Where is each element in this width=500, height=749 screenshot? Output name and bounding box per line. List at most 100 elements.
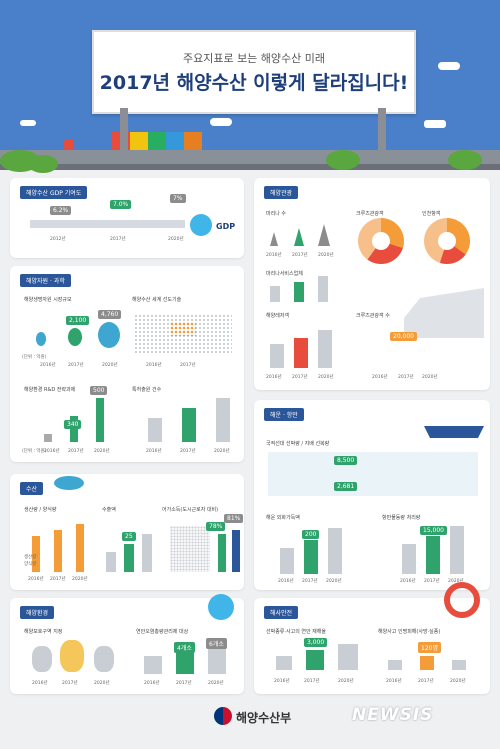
port-bar: [402, 544, 416, 574]
small-boat-icon: [20, 120, 36, 126]
people-icon: [420, 656, 434, 670]
gdp-value-2020: 7%: [170, 194, 186, 203]
korea-map-icon: [60, 640, 84, 672]
port-bar: [450, 526, 464, 574]
tourism-year: 2017년: [292, 375, 308, 380]
gdp-value-2012: 6.2%: [50, 206, 72, 215]
building-icon: [318, 276, 328, 302]
marine-env-value: 6개소: [206, 638, 227, 649]
resources-year: 2020년: [94, 449, 110, 454]
fisheries-sub3: 어가소득(도시근로자 대비): [162, 507, 219, 513]
fisheries-legend: 양식량: [24, 562, 37, 567]
income-dots: [170, 526, 210, 572]
safety-year: 2020년: [338, 679, 354, 684]
gdp-bar: [30, 220, 185, 228]
port-bar: [426, 536, 440, 574]
building-icon: [270, 286, 280, 302]
fisheries-year: 2020년: [72, 577, 88, 582]
donut-hole: [372, 232, 390, 250]
leisure-bar: [270, 344, 284, 368]
marine-env-value: 4개소: [174, 642, 195, 653]
ship-icon: [306, 650, 324, 670]
tourism-year: 2017년: [292, 253, 308, 258]
gdp-label: GDP: [216, 222, 236, 231]
tag-gdp: 해양수산 GDP 기여도: [20, 186, 88, 199]
marine-env-year: 2016년: [144, 681, 160, 686]
tourism-year: 2020년: [318, 253, 334, 258]
shipping-bar: [328, 528, 342, 574]
card-shipping: 해운 · 항만 국적선대 선박량 / 지배 선복량 8,500 2,681 해운…: [254, 400, 490, 590]
sailboat-icon: [270, 232, 278, 246]
shipping-year: 2016년: [400, 579, 416, 584]
fisheries-income-value: 81%: [224, 514, 244, 523]
header-subtitle: 주요지표로 보는 해양수산 미래: [182, 52, 326, 65]
resources-year: 2020년: [214, 449, 230, 454]
resources-sub1-value-2017: 2,100: [66, 316, 90, 325]
drop-icon: [36, 332, 46, 346]
safety-year: 2020년: [450, 679, 466, 684]
mascot-icon: [208, 594, 234, 620]
ministry-logo-icon: [214, 707, 232, 725]
resources-sub3: 해양환경 R&D 전략과제: [24, 387, 76, 393]
ministry-name: 해양수산부: [236, 711, 292, 725]
tag-fisheries: 수산: [20, 482, 44, 495]
ship-icon: [210, 118, 232, 126]
export-bar: [106, 552, 116, 572]
production-bar: [32, 536, 40, 572]
safety-sub2: 해양사고 인명피해(사망·실종): [378, 629, 441, 635]
shipping-year: 2020년: [326, 579, 342, 584]
shipping-sub2: 해운 외화가득액: [266, 515, 300, 521]
dock: [0, 150, 500, 164]
billboard-pole-left: [120, 108, 128, 153]
tag-safety: 해사안전: [264, 606, 299, 619]
shipping-sub3: 항만물동량 처리량: [382, 515, 421, 521]
sailboat-icon: [294, 228, 304, 246]
rd-bar: [44, 434, 52, 442]
factory-icon: [208, 648, 226, 674]
resources-year: 2020년: [102, 363, 118, 368]
fisheries-legend: 생산량: [24, 555, 37, 560]
gdp-year-2012: 2012년: [50, 237, 66, 242]
resources-unit: (단위 : 억원): [22, 449, 47, 454]
tourism-year: 2020년: [422, 375, 438, 380]
tourism-year: 2017년: [398, 375, 414, 380]
safety-sub1: 선박종류·사고의 연안 재해율: [266, 629, 326, 635]
tree-icon: [326, 150, 360, 170]
korea-map-icon: [32, 646, 52, 672]
marine-env-year: 2017년: [62, 681, 78, 686]
header-title: 2017년 해양수산 이렇게 달라집니다!: [99, 72, 409, 94]
korea-map-icon: [94, 646, 114, 672]
building-icon: [216, 398, 230, 442]
watermark: NEWSIS: [352, 705, 434, 725]
shipping-bar: [280, 548, 294, 574]
shipping-year: 2016년: [278, 579, 294, 584]
fisheries-export-value: 25: [122, 532, 136, 541]
mascot-icon: [190, 214, 212, 236]
tree-icon: [28, 155, 58, 173]
tourism-sub1: 마리나 수: [266, 211, 286, 217]
fisheries-sub1: 생산량 / 양식량: [24, 507, 57, 513]
korea-highlight: [170, 322, 196, 336]
tourism-year: 2016년: [266, 253, 282, 258]
fisheries-year: 2017년: [50, 577, 66, 582]
factory-icon: [176, 652, 194, 674]
tag-tourism: 해양관광: [264, 186, 299, 199]
safety-year: 2016년: [386, 679, 402, 684]
shipping-sub1: 국적선대 선박량 / 지배 선복량: [266, 441, 330, 447]
tourism-year: 2020년: [318, 375, 334, 380]
resources-sub3-value: 500: [90, 386, 108, 395]
tag-marine-env: 해양환경: [20, 606, 55, 619]
drop-icon: [68, 328, 82, 346]
building-icon: [294, 282, 304, 302]
marine-env-year: 2016년: [32, 681, 48, 686]
lifebuoy-icon: [444, 582, 480, 618]
safety-year: 2017년: [418, 679, 434, 684]
safety-value: 3,000: [304, 638, 328, 647]
resources-year: 2016년: [44, 449, 60, 454]
building-icon: [182, 408, 196, 442]
shipping-year: 2020년: [448, 579, 464, 584]
fisheries-income-value: 78%: [206, 522, 226, 531]
shipping-bar: [304, 540, 318, 574]
card-marine-env: 해양환경 해양보호구역 지정 2016년 2017년 2020년 연안오염총량관…: [10, 594, 244, 694]
resources-sub1-value-2020: 4,760: [98, 310, 122, 319]
